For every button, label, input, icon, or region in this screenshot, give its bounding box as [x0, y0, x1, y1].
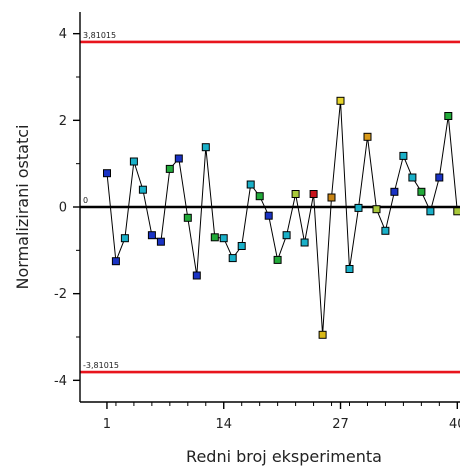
data-point	[138, 185, 147, 194]
x-axis-title: Redni broj eksperimenta	[186, 447, 382, 466]
data-point	[390, 187, 399, 196]
data-point	[255, 192, 264, 201]
data-point	[453, 207, 460, 216]
data-point	[156, 237, 165, 246]
data-point	[174, 154, 183, 163]
data-point	[363, 132, 372, 141]
y-axis-title: Normalizirani ostatci	[13, 125, 32, 290]
data-series	[103, 96, 460, 339]
data-point	[327, 193, 336, 202]
data-point	[183, 213, 192, 222]
data-point	[417, 187, 426, 196]
data-point	[372, 205, 381, 214]
series-line	[106, 100, 458, 335]
data-point	[273, 255, 282, 264]
y-tick-label: 0	[59, 201, 67, 216]
data-point	[291, 190, 300, 198]
data-point	[129, 157, 138, 166]
reference-line-label: 3,81015	[83, 31, 116, 40]
data-point	[219, 234, 228, 243]
y-tick-label: -2	[54, 287, 67, 302]
data-point	[165, 164, 174, 173]
data-point	[435, 173, 444, 182]
data-point	[192, 271, 201, 280]
y-tick-label: 4	[59, 27, 67, 42]
data-point	[228, 254, 237, 263]
data-point	[120, 234, 129, 243]
data-point	[381, 226, 390, 235]
data-point	[309, 190, 318, 198]
x-tick-label: 14	[215, 417, 232, 432]
x-tick-label: 1	[103, 417, 111, 432]
data-point	[103, 169, 111, 178]
data-point	[210, 233, 219, 242]
y-tick-label: 2	[59, 114, 67, 129]
data-point	[444, 112, 453, 120]
reference-line-label: -3,81015	[83, 361, 119, 370]
reference-lines: 3,81015 0 -3,81015	[80, 31, 460, 374]
data-point	[264, 211, 273, 220]
data-point	[426, 207, 435, 216]
data-point	[147, 231, 156, 240]
data-point	[318, 330, 327, 339]
data-point	[345, 265, 354, 273]
data-point	[354, 203, 363, 212]
axes: 4 2 0 -2 -4 1 14 27 40	[54, 12, 460, 432]
x-tick-label: 27	[332, 417, 349, 432]
data-point	[201, 143, 210, 152]
data-point	[237, 242, 246, 250]
y-tick-label: -4	[54, 374, 67, 389]
data-point	[246, 180, 255, 189]
data-point	[408, 173, 417, 182]
data-point	[282, 231, 291, 240]
reference-line-label: 0	[83, 196, 88, 205]
x-tick-label: 40	[449, 417, 460, 432]
data-point	[111, 257, 120, 266]
data-point	[336, 96, 345, 105]
data-point	[399, 151, 408, 160]
data-point	[300, 238, 309, 247]
